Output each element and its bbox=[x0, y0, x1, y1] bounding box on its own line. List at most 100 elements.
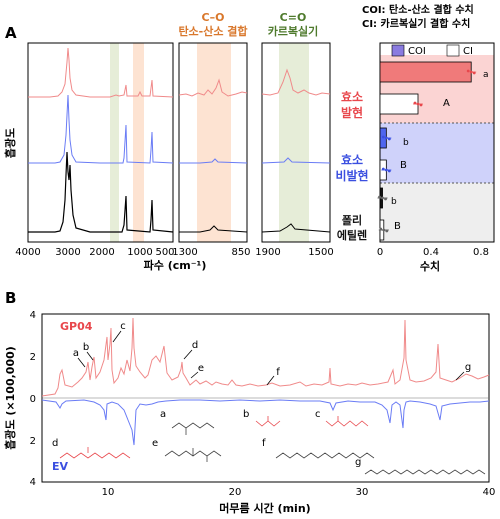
co-band-middle bbox=[197, 43, 231, 242]
series-ev-label: EV bbox=[52, 460, 69, 473]
structure-label-b: b bbox=[243, 409, 249, 420]
data-point-coi-0-2 bbox=[472, 71, 476, 75]
chromatogram-ev bbox=[41, 399, 490, 446]
xtick-3000: 3000 bbox=[55, 247, 80, 258]
panel-b-label: B bbox=[5, 289, 16, 307]
letter-coi-nonexpr: b bbox=[403, 138, 409, 148]
peak-label-g: g bbox=[465, 362, 471, 373]
legend-coi: COI bbox=[408, 46, 426, 57]
spectra-xticks: 4000 3000 2000 1000 500 1300 850 1900 15… bbox=[15, 247, 333, 258]
letter-ci-nonexpr: B bbox=[400, 160, 407, 171]
structure-label-g: g bbox=[355, 457, 361, 468]
region-co-title: C–O bbox=[202, 11, 225, 24]
data-point-ci-0-1 bbox=[416, 102, 420, 106]
data-point-coi-2-1 bbox=[381, 196, 384, 200]
structure-label-d: d bbox=[52, 438, 58, 449]
spectra-xlabel: 파수 (cm⁻¹) bbox=[144, 258, 207, 272]
legend-ci-description: CI: 카르복실기 결합 수치 bbox=[362, 17, 470, 30]
region-cdo-title: C=O bbox=[280, 11, 307, 24]
peak-label-e: e bbox=[198, 363, 204, 374]
spectrum-left-enzyme-expr bbox=[28, 47, 174, 98]
peak-arrows bbox=[77, 330, 465, 386]
sample-label-pe-2: 에틸렌 bbox=[337, 228, 367, 242]
structures: a b c d e f g bbox=[52, 409, 486, 475]
data-point-ci-1-0 bbox=[381, 167, 385, 171]
legend-coi-description: COI: 탄소-산소 결합 수치 bbox=[362, 3, 474, 16]
ytick-bottom-4: 4 bbox=[30, 477, 36, 488]
legend-coi-swatch bbox=[391, 44, 405, 57]
sample-label-enzyme-expr-2: 발현 bbox=[341, 105, 363, 120]
spectrum-left-pe bbox=[28, 151, 174, 233]
sample-label-pe-1: 폴리 bbox=[342, 213, 362, 227]
data-point-ci-2-0 bbox=[379, 227, 383, 231]
data-point-ci-0-0 bbox=[413, 101, 417, 105]
peak-label-d: d bbox=[192, 340, 198, 351]
chrom-xtick-10: 10 bbox=[102, 487, 115, 498]
spectra-panel-left bbox=[27, 42, 174, 243]
xtick-1000: 1000 bbox=[127, 247, 152, 258]
chrom-xtick-40: 40 bbox=[483, 487, 496, 498]
bar-ci-0 bbox=[379, 93, 419, 115]
spectrum-left-enzyme-nonexpr bbox=[28, 94, 174, 164]
spectra-frame-middle bbox=[178, 42, 248, 243]
structure-f bbox=[275, 452, 375, 459]
sample-label-enzyme-expr-1: 효소 bbox=[341, 90, 363, 104]
peak-label-f: f bbox=[276, 367, 280, 378]
data-point-ci-1-2 bbox=[387, 169, 391, 173]
bar-bg-pe bbox=[380, 183, 494, 242]
xtick-4000: 4000 bbox=[15, 247, 40, 258]
letter-coi-expr: a bbox=[483, 70, 489, 80]
letter-ci-pe: B bbox=[394, 221, 401, 232]
bar-xtick-04: 0.4 bbox=[423, 247, 439, 258]
chrom-xtick-20: 20 bbox=[229, 487, 242, 498]
chromatogram-gp04 bbox=[41, 317, 490, 397]
panel-a-label: A bbox=[5, 24, 17, 42]
spectrum-right-enzyme-nonexpr bbox=[261, 157, 331, 164]
structure-g bbox=[364, 469, 486, 475]
spectrum-right-pe bbox=[261, 223, 331, 233]
data-point-ci-1-1 bbox=[384, 168, 388, 172]
data-point-ci-0-2 bbox=[419, 103, 423, 107]
structure-c bbox=[325, 416, 369, 427]
ytick-top-4: 4 bbox=[30, 310, 36, 321]
data-point-coi-1-1 bbox=[384, 136, 388, 140]
letter-ci-expr: A bbox=[443, 98, 450, 109]
bar-xtick-0: 0 bbox=[377, 247, 383, 258]
ytick-bottom-2: 2 bbox=[30, 436, 36, 447]
peak-label-b: b bbox=[83, 342, 89, 353]
structure-b bbox=[255, 416, 281, 427]
letter-coi-pe: b bbox=[391, 197, 397, 207]
legend-ci-swatch bbox=[446, 44, 460, 57]
bar-xtick-08: 0.8 bbox=[473, 247, 489, 258]
peak-labels: a b c d e f g bbox=[73, 321, 471, 378]
structure-label-e: e bbox=[152, 438, 158, 449]
bar-coi-0 bbox=[379, 61, 472, 83]
data-point-coi-2-2 bbox=[384, 197, 387, 201]
structure-d bbox=[59, 447, 131, 459]
region-co-subtitle: 탄소-산소 결합 bbox=[178, 24, 247, 38]
xtick-1900: 1900 bbox=[255, 247, 280, 258]
xtick-1500: 1500 bbox=[308, 247, 333, 258]
region-cdo-subtitle: 카르복실기 bbox=[268, 24, 319, 38]
structure-label-c: c bbox=[315, 409, 321, 420]
structure-a bbox=[171, 422, 215, 435]
chrom-ylabel: 흡광도 (×100,000) bbox=[3, 346, 17, 450]
bar-chart: COI CI a A b B b B 0 0.4 0.8 수치 bbox=[377, 42, 495, 273]
data-point-coi-0-1 bbox=[469, 70, 473, 74]
co-band-left bbox=[133, 43, 144, 242]
spectra-frame-left bbox=[27, 42, 174, 243]
spectrum-middle-pe bbox=[179, 225, 248, 233]
structure-label-f: f bbox=[262, 438, 266, 449]
chrom-xlabel: 머무름 시간 (min) bbox=[219, 501, 310, 515]
legend-ci: CI bbox=[463, 46, 473, 57]
spectra-ylabel: 흡광도 bbox=[3, 128, 17, 158]
bar-xlabel: 수치 bbox=[420, 259, 440, 273]
spectra-frame-right bbox=[261, 42, 331, 243]
chrom-yticks: 4 2 0 2 4 bbox=[30, 310, 36, 488]
data-point-coi-2-0 bbox=[378, 195, 381, 199]
sample-label-enzyme-nonexpr-2: 비발현 bbox=[335, 168, 368, 183]
data-point-coi-0-0 bbox=[466, 69, 470, 73]
spectrum-middle-enzyme-nonexpr bbox=[179, 158, 248, 164]
xtick-1300: 1300 bbox=[172, 247, 197, 258]
spectrum-right-enzyme-expr bbox=[261, 68, 331, 96]
